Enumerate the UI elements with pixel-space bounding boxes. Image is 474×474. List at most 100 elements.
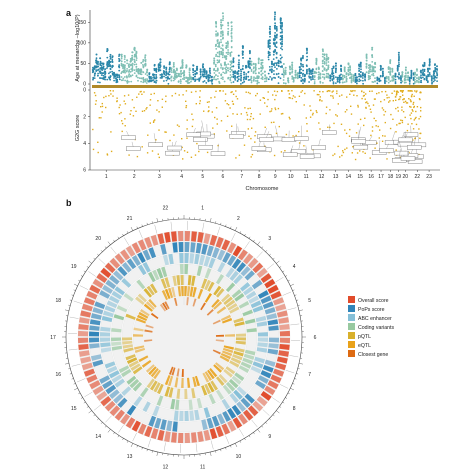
g2g-score-point: [287, 90, 290, 92]
g2g-score-point: [203, 110, 205, 112]
ring-pqtl-segment: [204, 279, 211, 291]
manhattan-point: [155, 76, 158, 79]
manhattan-point: [269, 39, 271, 41]
gene-label-connector: [405, 133, 408, 138]
g2g-score-point: [373, 117, 375, 120]
manhattan-point: [208, 67, 211, 70]
g2g-score-point: [186, 137, 188, 139]
ring-pops-score-segment: [190, 242, 196, 253]
manhattan-point: [274, 37, 276, 39]
manhattan-point: [434, 63, 436, 66]
circos-tick: [113, 432, 115, 435]
ring-eqtl-segment: [216, 306, 227, 314]
g2g-score-point: [255, 94, 257, 97]
ring-eqtl-segment: [220, 314, 231, 322]
ring-abc-enhancer-segment: [179, 253, 184, 264]
ring-abc-enhancer-segment: [137, 264, 147, 276]
ring-eqtl-segment: [219, 355, 230, 363]
circos-tick: [71, 378, 74, 380]
circos-tick: [68, 368, 71, 370]
manhattan-point: [106, 48, 109, 50]
manhattan-point: [109, 65, 112, 68]
manhattan-point: [336, 76, 339, 79]
g2g-score-point: [350, 90, 352, 92]
manhattan-point: [163, 80, 165, 82]
manhattan-point: [343, 74, 346, 77]
manhattan-point: [332, 67, 335, 69]
manhattan-point: [350, 80, 353, 83]
ring-overall-score-segment: [279, 337, 290, 344]
g2g-score-point: [215, 107, 218, 109]
g2g-score-point: [415, 116, 417, 119]
manhattan-point: [165, 73, 168, 75]
ring-pops-score-segment: [201, 243, 208, 255]
manhattan-point: [341, 74, 344, 77]
circos-tick: [141, 447, 143, 450]
g2g-score-point: [401, 90, 403, 92]
ring-closest-gene-segment: [159, 303, 167, 312]
manhattan-point: [315, 72, 318, 74]
manhattan-point: [410, 76, 413, 79]
manhattan-point: [423, 70, 426, 73]
manhattan-point: [108, 72, 110, 75]
manhattan-point: [306, 55, 308, 58]
manhattan-point: [276, 68, 278, 70]
manhattan-point: [160, 73, 163, 76]
y-tick-label: 150: [78, 20, 87, 26]
ring-overall-score-segment: [131, 420, 141, 432]
g2g-score-point: [305, 117, 307, 119]
manhattan-point: [254, 66, 257, 69]
g2g-score-point: [346, 147, 348, 149]
manhattan-point: [331, 75, 333, 78]
ring-pops-score-segment: [92, 307, 104, 315]
circos-tick: [68, 304, 71, 306]
manhattan-point: [220, 73, 223, 76]
manhattan-point: [306, 68, 308, 71]
manhattan-point: [276, 28, 278, 31]
gene-label-box: [351, 139, 366, 144]
gene-label-connector: [201, 120, 204, 132]
g2g-score-point: [332, 97, 334, 99]
manhattan-point: [331, 69, 334, 72]
manhattan-point: [365, 59, 368, 62]
circos-tick: [215, 450, 217, 453]
ring-pqtl-segment: [132, 366, 143, 375]
g2g-score-point: [139, 91, 141, 93]
manhattan-point: [389, 67, 392, 70]
legend-label: Closest gene: [358, 352, 388, 358]
ring-pops-score-segment: [240, 397, 251, 408]
circos-chromosome-label: 21: [127, 216, 133, 222]
x-tick-label: 22: [414, 174, 420, 180]
ring-abc-enhancer-segment: [162, 254, 169, 266]
g2g-score-point: [212, 127, 214, 129]
ring-coding-variants-segment: [123, 293, 134, 302]
manhattan-point: [323, 56, 326, 59]
circos-tick: [146, 449, 148, 452]
ring-coding-variants-segment: [196, 265, 203, 277]
manhattan-point: [401, 80, 404, 83]
manhattan-point: [243, 76, 246, 78]
manhattan-point: [372, 72, 375, 75]
manhattan-point: [336, 80, 339, 83]
manhattan-point: [218, 46, 221, 48]
ring-eqtl-segment: [189, 286, 194, 297]
ring-overall-score-segment: [247, 257, 259, 269]
circos-tick: [126, 231, 129, 234]
g2g-score-point: [419, 137, 421, 139]
manhattan-point: [374, 66, 376, 68]
manhattan-point: [160, 77, 163, 79]
manhattan-point: [97, 81, 99, 84]
g2g-score-point: [152, 121, 155, 123]
ring-pops-score-segment: [113, 270, 124, 281]
ring-pops-score-segment: [89, 325, 100, 331]
g2g-score-point: [97, 151, 99, 154]
g2g-score-point: [165, 100, 167, 103]
manhattan-point: [315, 60, 318, 62]
g2g-score-point: [232, 113, 234, 115]
ring-pqtl-segment: [235, 340, 246, 345]
manhattan-point: [308, 81, 310, 83]
ring-pops-score-segment: [222, 410, 231, 422]
manhattan-point: [137, 76, 139, 79]
g2g-score-point: [289, 118, 291, 120]
g2g-score-point: [112, 95, 114, 97]
